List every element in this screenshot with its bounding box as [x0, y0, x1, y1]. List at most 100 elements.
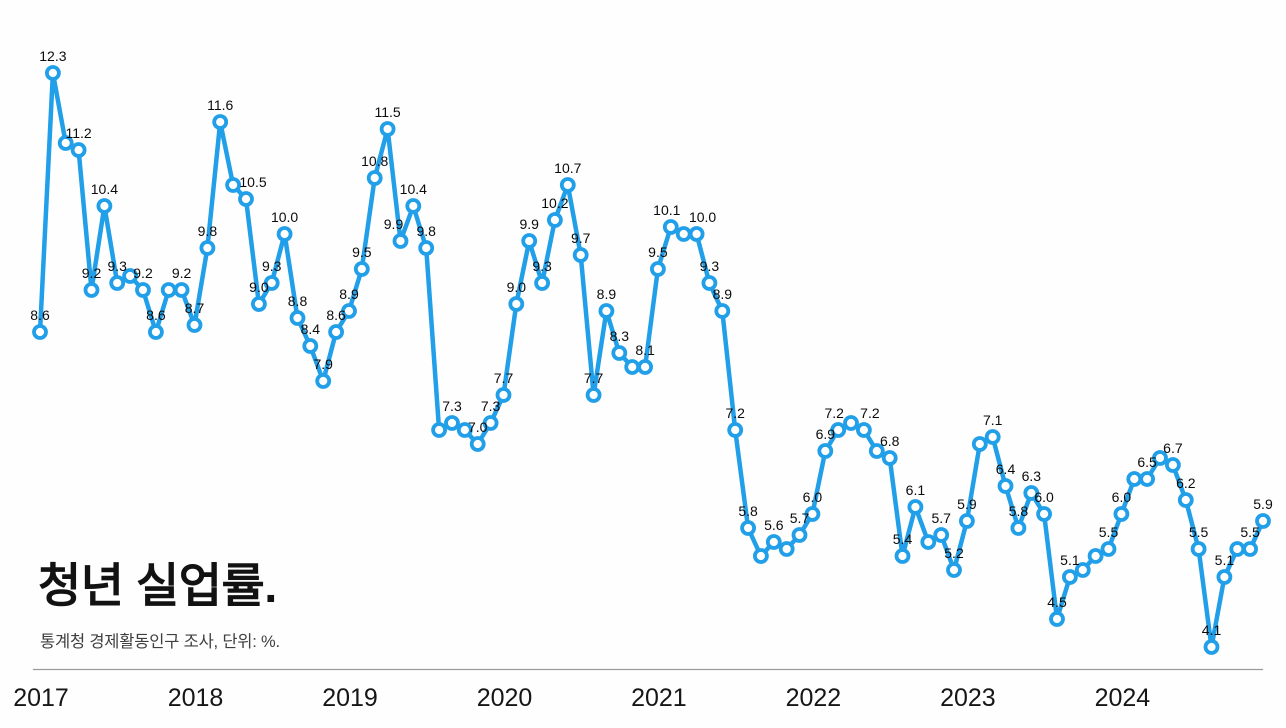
data-point-marker: [1010, 520, 1027, 536]
data-point-label: 4.5: [1047, 594, 1067, 610]
data-point-marker: [469, 436, 486, 452]
data-point-marker: [907, 499, 924, 515]
data-point-label: 7.2: [860, 405, 880, 421]
data-point-label: 10.1: [653, 202, 680, 218]
data-point-marker: [534, 275, 550, 291]
data-point-marker: [1126, 471, 1143, 487]
data-point-label: 6.4: [996, 461, 1016, 477]
data-point-label: 8.8: [288, 293, 308, 309]
data-point-marker: [1177, 492, 1194, 508]
data-point-label: 5.7: [931, 510, 951, 526]
data-point-marker: [701, 275, 718, 291]
data-point-marker: [650, 261, 666, 277]
data-point-marker: [147, 324, 164, 340]
data-point-marker: [1216, 569, 1233, 585]
data-point-label: 7.0: [468, 419, 488, 435]
chart-title: 청년 실업률.: [38, 559, 277, 612]
data-point-marker: [225, 177, 242, 193]
data-point-label: 9.8: [416, 223, 436, 239]
data-point-label: 10.4: [91, 181, 118, 197]
x-axis-tick-label: 2017: [13, 684, 69, 712]
data-point-marker: [57, 135, 74, 151]
data-point-marker: [482, 415, 499, 431]
data-point-label: 12.3: [39, 48, 66, 64]
data-point-marker: [933, 527, 950, 543]
data-point-marker: [366, 170, 383, 186]
data-point-marker: [1139, 471, 1155, 487]
data-point-marker: [508, 296, 525, 312]
data-point-marker: [122, 268, 139, 284]
data-point-label: 8.7: [185, 300, 205, 316]
data-point-marker: [856, 422, 872, 438]
data-point-label: 5.9: [1253, 496, 1273, 512]
data-point-marker: [1190, 541, 1207, 557]
data-point-label: 5.5: [1099, 524, 1119, 540]
data-point-marker: [637, 359, 653, 375]
data-point-marker: [83, 282, 100, 298]
data-point-label: 9.9: [384, 216, 404, 232]
data-point-label: 6.7: [1163, 440, 1183, 456]
data-point-marker: [817, 443, 834, 459]
data-point-label: 5.1: [1060, 552, 1080, 568]
data-point-marker: [1100, 541, 1117, 557]
data-point-label: 5.5: [1240, 524, 1260, 540]
data-point-label: 6.0: [1112, 489, 1132, 505]
data-point-label: 9.2: [133, 265, 153, 281]
data-point-marker: [328, 324, 345, 340]
x-axis-tick-label: 2024: [1095, 684, 1151, 712]
data-point-marker: [611, 345, 628, 361]
data-point-label: 7.9: [313, 356, 333, 372]
x-axis-tick-label: 2020: [477, 684, 533, 712]
data-point-label: 7.7: [494, 370, 514, 386]
data-point-marker: [1242, 541, 1258, 557]
data-point-marker: [765, 534, 782, 550]
data-point-marker: [1255, 513, 1271, 529]
data-point-marker: [405, 198, 422, 214]
data-point-marker: [315, 373, 332, 389]
data-point-marker: [1203, 639, 1220, 655]
data-point-marker: [263, 275, 280, 291]
data-point-marker: [109, 275, 126, 291]
data-point-marker: [160, 282, 177, 298]
data-point-marker: [598, 303, 615, 319]
data-point-marker: [740, 520, 756, 536]
data-point-label: 10.0: [271, 209, 298, 225]
data-point-label: 6.1: [906, 482, 926, 498]
data-point-marker: [778, 541, 795, 557]
data-point-marker: [585, 387, 602, 403]
data-point-label: 8.9: [713, 286, 733, 302]
data-point-label: 7.2: [824, 405, 844, 421]
data-point-marker: [45, 65, 61, 81]
data-point-marker: [1165, 457, 1181, 473]
data-point-label: 9.0: [249, 279, 269, 295]
data-point-label: 8.6: [146, 307, 166, 323]
data-point-label: 5.1: [1215, 552, 1235, 568]
data-point-marker: [1074, 562, 1091, 578]
x-axis-tick-label: 2023: [940, 684, 996, 712]
data-point-marker: [238, 191, 254, 207]
data-point-label: 5.5: [1189, 524, 1209, 540]
data-point-marker: [675, 226, 692, 242]
data-point-label: 6.0: [803, 489, 823, 505]
data-point-marker: [495, 387, 512, 403]
data-point-marker: [971, 436, 988, 452]
data-point-label: 9.5: [352, 244, 372, 260]
data-point-marker: [662, 219, 679, 235]
data-point-marker: [1062, 569, 1078, 585]
data-point-label: 10.4: [400, 181, 427, 197]
data-point-label: 11.5: [374, 104, 400, 120]
data-point-label: 9.3: [532, 258, 552, 274]
data-point-marker: [1049, 611, 1065, 627]
x-axis-tick-label: 2022: [786, 684, 842, 712]
data-point-marker: [1036, 506, 1052, 522]
data-point-marker: [173, 282, 190, 298]
data-point-label: 9.3: [107, 258, 127, 274]
data-point-label: 5.8: [1009, 503, 1029, 519]
data-point-label: 9.3: [700, 258, 720, 274]
data-point-label: 10.8: [361, 153, 388, 169]
data-point-marker: [444, 415, 460, 431]
data-point-marker: [70, 142, 87, 158]
data-point-label: 8.1: [635, 342, 655, 358]
data-point-marker: [791, 527, 808, 543]
